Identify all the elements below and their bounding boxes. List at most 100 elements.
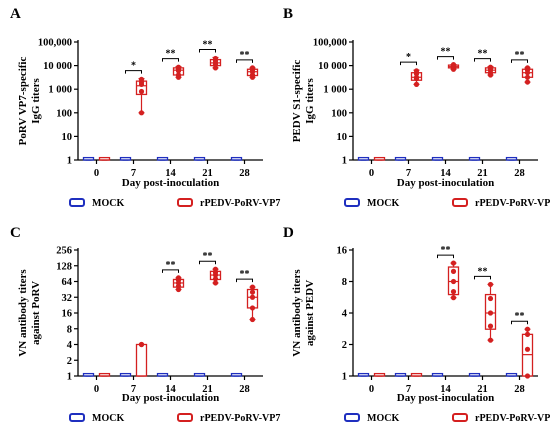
data-point	[138, 341, 145, 348]
panel-letter: D	[283, 225, 294, 241]
data-point	[524, 65, 531, 71]
y-tick-label: 16	[337, 246, 348, 257]
significance-bracket: **	[236, 50, 253, 63]
x-tick-label: 0	[369, 384, 374, 395]
x-tick-label: 0	[94, 384, 99, 395]
data-point	[487, 281, 494, 288]
data-point	[249, 305, 256, 311]
x-tick-label: 28	[239, 384, 250, 395]
x-tick-label: 14	[165, 168, 176, 179]
rpedv-box	[209, 266, 222, 286]
data-point	[450, 278, 457, 285]
significance-bracket: **	[199, 40, 216, 53]
x-tick-label: 0	[369, 168, 374, 179]
mock-box	[505, 372, 518, 377]
y-tick-label: 8	[342, 277, 347, 288]
significance-label: **	[203, 40, 213, 51]
bracket-line	[511, 59, 528, 63]
y-tick-label: 10 000	[43, 61, 72, 72]
data-point	[212, 55, 219, 62]
significance-bracket: **	[162, 260, 179, 273]
data-point	[524, 346, 531, 352]
rpedv-box	[447, 260, 460, 301]
legend-label-mock: MOCK	[92, 198, 124, 209]
significance-bracket: **	[511, 50, 528, 63]
x-axis-title: Day post-inoculation	[397, 177, 495, 189]
data-point	[249, 284, 256, 290]
y-tick-label: 256	[56, 246, 72, 257]
data-point	[524, 373, 531, 379]
panel-b: B 1 10 100 1 000 10 000 100,000 0 7 14 21 28 PEDV S1…	[283, 6, 550, 209]
data-point	[413, 81, 420, 87]
significance-label: *	[131, 61, 136, 72]
x-tick-label: 28	[239, 168, 250, 179]
data-point	[450, 260, 457, 266]
data-point	[138, 110, 145, 116]
significance-label: *	[406, 52, 411, 63]
rpedv-box	[246, 65, 259, 80]
y-axis-title-line: VN antibody titers	[291, 269, 303, 357]
bracket-line	[162, 58, 179, 62]
x-tick-label: 14	[165, 384, 176, 395]
significance-bracket: **	[474, 266, 491, 280]
legend: MOCK rPEDV-PoRV-VP7	[344, 413, 550, 424]
y-tick-label: 1	[67, 156, 72, 167]
data-point	[249, 289, 256, 295]
rpedv-box	[410, 372, 423, 377]
legend-label-mock: MOCK	[92, 413, 124, 424]
bracket-line	[125, 70, 142, 74]
panel-letter: A	[10, 6, 21, 22]
rpedv-box	[98, 372, 111, 377]
panel-a: A 1 10 100 1 000 10 000 100,000 0 7 14 21 28 PoRV VP…	[10, 6, 280, 209]
legend: MOCK rPEDV-PoRV-VP7	[344, 198, 550, 209]
x-tick-label: 7	[131, 384, 136, 395]
mock-box	[394, 156, 407, 161]
significance-label: **	[203, 251, 213, 262]
significance-bracket: **	[474, 49, 491, 62]
rpedv-box	[521, 326, 534, 379]
significance-label: **	[166, 260, 176, 271]
x-tick-label: 7	[406, 384, 411, 395]
legend-label-rpedv: rPEDV-PoRV-VP7	[200, 198, 280, 209]
significance-label: **	[240, 50, 250, 61]
legend: MOCK rPEDV-PoRV-VP7	[69, 198, 280, 209]
y-axis-title-line: IgG titers	[30, 78, 42, 124]
y-axis-title: PoRV VP7-specificIgG titers	[17, 57, 42, 146]
y-tick-label: 2	[342, 340, 347, 351]
y-tick-label: 8	[67, 324, 72, 335]
data-point	[487, 295, 494, 302]
legend-swatch-rpedv	[177, 198, 193, 207]
data-point	[175, 275, 182, 281]
data-point	[212, 266, 219, 272]
y-tick-label: 100,000	[313, 38, 347, 49]
mock-box	[357, 156, 370, 161]
y-tick-label: 1	[67, 372, 72, 383]
bracket-line	[511, 320, 528, 325]
y-tick-label: 4	[67, 340, 73, 351]
bracket-line	[236, 278, 253, 283]
rpedv-box	[209, 55, 222, 71]
panel-c: C 1 2 4 8 16 32 64 128 256 0 7 14 21 28 VN antibody tit…	[10, 225, 280, 424]
significance-label: **	[441, 245, 451, 256]
rpedv-box	[484, 64, 497, 78]
data-point	[249, 316, 256, 323]
y-tick-label: 100	[331, 108, 347, 119]
legend-label-mock: MOCK	[367, 413, 399, 424]
x-tick-label: 28	[514, 168, 525, 179]
mock-box	[431, 372, 444, 377]
data-point	[524, 326, 531, 332]
y-tick-label: 1 000	[48, 85, 72, 96]
y-tick-label: 100,000	[38, 38, 72, 49]
rpedv-box	[135, 341, 148, 377]
legend-label-rpedv: rPEDV-PoRV-VP7	[200, 413, 280, 424]
data-point	[524, 74, 531, 80]
significance-label: **	[240, 269, 250, 280]
legend: MOCK rPEDV-PoRV-VP7	[69, 413, 280, 424]
mock-box	[230, 156, 243, 161]
mock-box	[357, 372, 370, 377]
mock-box	[156, 156, 169, 161]
data-point	[450, 268, 457, 274]
significance-bracket: **	[511, 311, 528, 325]
y-tick-label: 128	[56, 261, 72, 272]
